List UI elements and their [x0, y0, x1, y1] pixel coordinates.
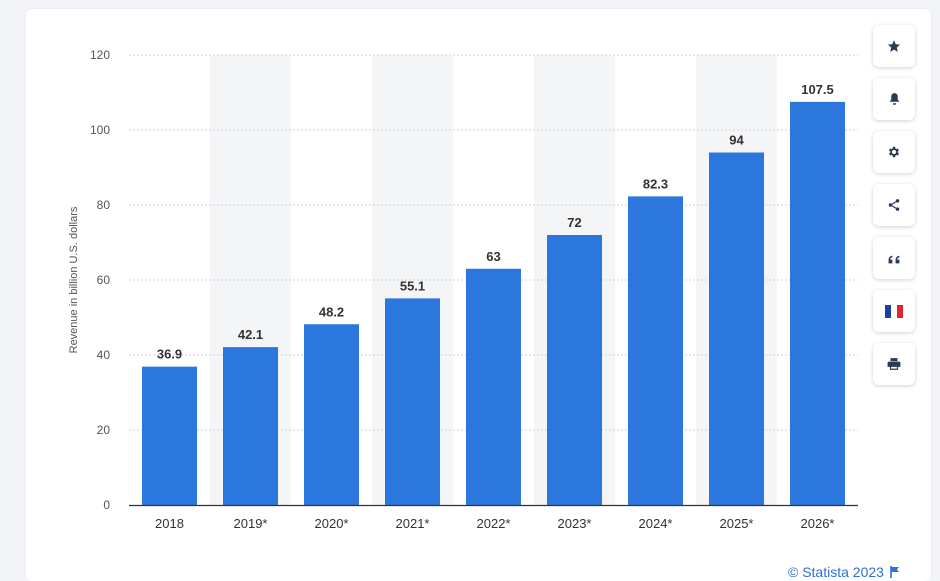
- bar-value-label: 82.3: [643, 176, 668, 191]
- bar-value-label: 107.5: [801, 82, 834, 97]
- statista-credit: © Statista 2023: [788, 564, 900, 580]
- quote-icon: [888, 255, 899, 263]
- cite-button[interactable]: [873, 237, 915, 279]
- x-tick-label: 2022*: [477, 516, 511, 531]
- y-tick-label: 120: [90, 48, 110, 62]
- bar: [223, 347, 278, 505]
- x-tick-label: 2025*: [720, 516, 754, 531]
- x-axis-ticks: 2018 2019* 2020* 2021* 2022* 2023* 2024* 2025* 2…: [155, 516, 834, 531]
- bar-value-label: 55.1: [400, 278, 425, 293]
- settings-button[interactable]: [873, 131, 915, 173]
- bar: [709, 152, 764, 505]
- chart-card: 0 20 40 60 80 100 120 36.9 42.1 48.2 55.1 63 72 82.3…: [26, 9, 931, 581]
- favorite-button[interactable]: [873, 25, 915, 67]
- star-icon: [887, 40, 901, 52]
- x-tick-label: 2019*: [234, 516, 268, 531]
- bar-value-label: 63: [486, 249, 500, 264]
- value-labels: 36.9 42.1 48.2 55.1 63 72 82.3 94 107.5: [157, 82, 834, 362]
- revenue-bar-chart: 0 20 40 60 80 100 120 36.9 42.1 48.2 55.1 63 72 82.3…: [68, 48, 858, 531]
- share-button[interactable]: [873, 184, 915, 226]
- x-tick-label: 2020*: [315, 516, 349, 531]
- bar: [304, 324, 359, 505]
- bars: [142, 101, 845, 505]
- bar-value-label: 36.9: [157, 347, 182, 362]
- y-tick-label: 60: [97, 273, 111, 287]
- bar: [142, 366, 197, 505]
- bar: [790, 101, 845, 505]
- bell-icon: [889, 93, 899, 105]
- share-icon: [888, 199, 900, 211]
- copyright-link[interactable]: © Statista 2023: [788, 564, 884, 580]
- x-tick-label: 2021*: [396, 516, 430, 531]
- flag-icon[interactable]: [890, 566, 900, 578]
- x-tick-label: 2026*: [801, 516, 835, 531]
- bar-value-label: 94: [729, 133, 744, 148]
- print-button[interactable]: [873, 343, 915, 385]
- y-tick-label: 80: [97, 198, 111, 212]
- bar: [547, 235, 602, 505]
- bar-value-label: 72: [567, 215, 581, 230]
- french-flag-icon: [885, 304, 903, 318]
- bar: [628, 196, 683, 505]
- notification-button[interactable]: [873, 78, 915, 120]
- gear-icon: [888, 146, 900, 158]
- bar-value-label: 42.1: [238, 327, 263, 342]
- x-tick-label: 2018: [155, 516, 184, 531]
- y-axis-label: Revenue in billion U.S. dollars: [68, 206, 80, 353]
- print-icon: [887, 358, 901, 370]
- bar: [466, 268, 521, 505]
- x-tick-label: 2023*: [558, 516, 592, 531]
- x-tick-label: 2024*: [639, 516, 673, 531]
- y-tick-label: 40: [97, 348, 111, 362]
- bar-value-label: 48.2: [319, 304, 344, 319]
- y-tick-label: 20: [97, 423, 111, 437]
- bar: [385, 298, 440, 505]
- y-tick-label: 100: [90, 123, 110, 137]
- language-button[interactable]: [873, 290, 915, 332]
- y-tick-label: 0: [103, 498, 110, 512]
- y-axis-ticks: 0 20 40 60 80 100 120: [90, 48, 110, 512]
